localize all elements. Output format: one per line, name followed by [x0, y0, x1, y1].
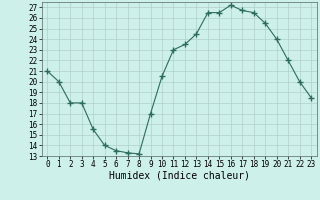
- X-axis label: Humidex (Indice chaleur): Humidex (Indice chaleur): [109, 171, 250, 181]
